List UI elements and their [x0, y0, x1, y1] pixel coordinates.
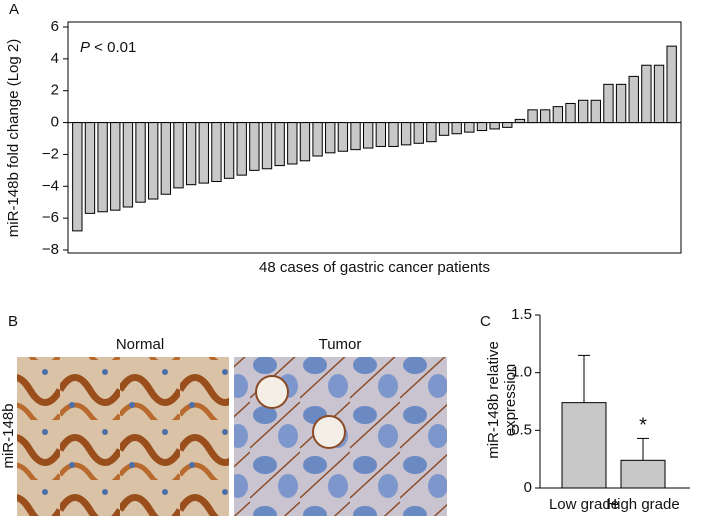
image-caption: Normal	[116, 336, 164, 353]
bar	[426, 122, 437, 143]
image-detail	[255, 375, 289, 409]
y-tick-label: −8	[42, 241, 59, 258]
bar	[476, 122, 488, 132]
bar	[274, 122, 285, 167]
y-tick-label: −6	[42, 209, 59, 226]
bar	[620, 459, 666, 489]
bar	[451, 122, 462, 135]
y-axis-label: expression	[502, 364, 519, 437]
image-detail	[312, 415, 346, 449]
bar	[628, 75, 639, 124]
bar	[337, 122, 349, 152]
y-tick-label: 1.5	[511, 306, 532, 323]
panel-label: C	[480, 313, 491, 330]
bar	[527, 109, 538, 124]
bar	[615, 83, 627, 124]
y-axis-label: miR-148b fold change (Log 2)	[5, 39, 22, 237]
bar	[211, 122, 222, 183]
bar	[299, 122, 311, 162]
bar	[148, 122, 159, 200]
y-tick-label: 0	[51, 114, 59, 131]
bar	[350, 122, 361, 151]
bar	[653, 64, 665, 124]
bar	[577, 99, 589, 124]
plot-frame	[67, 21, 682, 254]
bar	[666, 45, 677, 124]
panel-label: B	[8, 313, 18, 330]
bar	[160, 122, 172, 195]
y-tick-label: −2	[42, 145, 59, 162]
bar	[375, 122, 387, 147]
bar	[135, 122, 146, 203]
annotation: *	[639, 415, 647, 437]
bar	[413, 122, 424, 144]
y-tick-label: 2	[51, 82, 59, 99]
panel-label: A	[9, 1, 19, 18]
y-tick-label: 0	[524, 479, 532, 496]
bar	[514, 118, 526, 124]
x-tick-label: Low grade	[549, 496, 619, 513]
bar	[400, 122, 412, 146]
y-tick-label: −4	[42, 177, 59, 194]
x-tick-label: High grade	[606, 496, 679, 513]
bar	[590, 99, 601, 124]
bar	[540, 109, 551, 124]
annotation: P < 0.01	[80, 39, 136, 56]
x-axis-label: 48 cases of gastric cancer patients	[259, 259, 490, 276]
bar	[438, 122, 450, 136]
image-ylabel: miR-148b	[0, 403, 17, 468]
bar	[249, 122, 260, 171]
bar	[603, 83, 614, 124]
bar	[312, 122, 323, 157]
y-tick-label: 6	[51, 18, 59, 35]
bar	[236, 122, 247, 176]
bar	[110, 122, 121, 211]
y-axis-label: miR-148b relative	[485, 341, 502, 459]
bar	[561, 402, 607, 489]
bar	[641, 64, 652, 124]
bar	[388, 122, 399, 147]
bar	[223, 122, 235, 179]
bar	[97, 122, 108, 213]
histology-image	[17, 357, 229, 516]
bar	[464, 122, 475, 133]
bar	[72, 122, 83, 232]
bar	[287, 122, 298, 165]
bar	[552, 106, 564, 124]
bar	[489, 122, 500, 130]
y-tick-label: 0.5	[511, 421, 532, 438]
bar	[185, 122, 197, 186]
y-tick-label: 1.0	[511, 364, 532, 381]
bar	[122, 122, 134, 208]
panel-a: −8 −6 −4 −2 0 2 4 6 48 cases of gastric cancer p…	[5, 18, 682, 276]
bar	[261, 122, 273, 170]
bar	[502, 122, 513, 128]
image-caption: Tumor	[319, 336, 362, 353]
bar	[362, 122, 374, 149]
bar	[325, 122, 336, 154]
bar	[565, 102, 576, 124]
bar	[198, 122, 209, 184]
y-tick-label: 4	[51, 50, 59, 67]
bar	[84, 122, 96, 214]
bar	[173, 122, 184, 189]
